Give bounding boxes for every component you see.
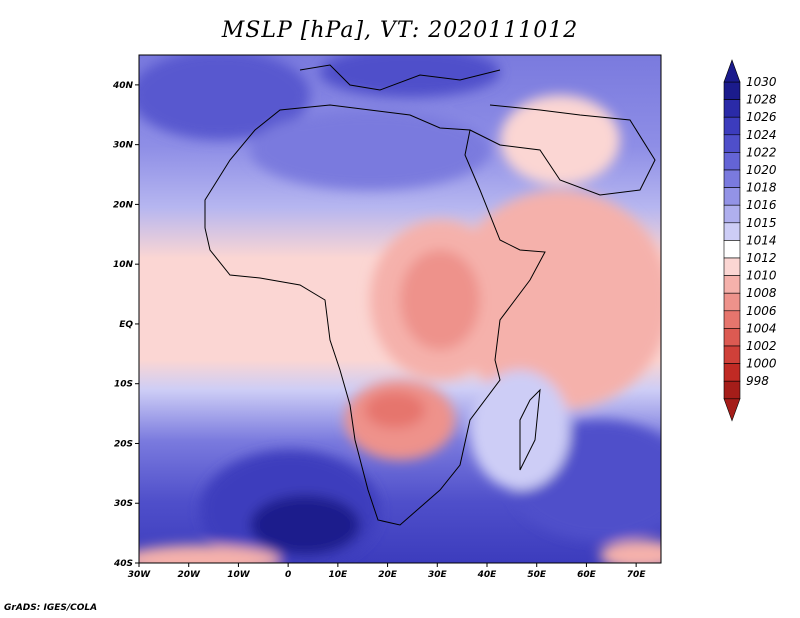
map-title: MSLP [hPa], VT: 2020111012 — [221, 18, 579, 43]
colorbar-swatch — [723, 222, 741, 241]
colorbar-label: 1030 — [746, 75, 777, 89]
x-tick-label: 30E — [428, 570, 448, 580]
colorbar-swatch — [723, 81, 741, 100]
colorbar-label: 1020 — [746, 163, 777, 177]
colorbar-swatch — [723, 345, 741, 364]
colorbar-label: 1008 — [746, 286, 777, 300]
x-tick-label: 20E — [378, 570, 398, 580]
colorbar-swatch — [723, 240, 741, 259]
colorbar-label: 1026 — [746, 110, 777, 124]
x-tick-label: 70E — [627, 570, 647, 580]
colorbar-label: 1004 — [746, 321, 777, 335]
colorbar-label: 1002 — [746, 339, 777, 353]
colorbar-swatch — [723, 292, 741, 312]
y-axis-ticks: 40N 30N 20N 10N EQ 10S 20S 30S 40S — [112, 81, 139, 569]
y-tick-label: 10S — [114, 380, 133, 390]
x-tick-label: 50E — [527, 570, 547, 580]
colorbar-bottom-arrow — [723, 398, 741, 422]
x-tick-label: 40E — [477, 570, 498, 580]
colorbar-label: 1018 — [746, 181, 777, 195]
x-tick-label: 0 — [285, 570, 291, 580]
colorbar-swatch — [723, 328, 741, 347]
colorbar-swatch — [723, 363, 741, 382]
y-tick-label: 30S — [114, 499, 133, 509]
colorbar-label: 1006 — [746, 304, 777, 318]
colorbar-top-arrow — [723, 59, 741, 83]
x-tick-label: 10W — [227, 570, 251, 580]
grads-credit: GrADS: IGES/COLA — [4, 603, 98, 613]
colorbar-swatch — [723, 169, 741, 188]
coastlines — [204, 64, 656, 526]
colorbar-swatch — [723, 116, 741, 136]
colorbar-label: 1028 — [746, 93, 777, 107]
y-tick-label: 10N — [113, 260, 134, 270]
colorbar-swatch — [723, 152, 741, 171]
colorbar-swatch — [723, 99, 741, 118]
pressure-field — [139, 55, 661, 563]
x-tick-label: 10E — [329, 570, 349, 580]
colorbar-label: 1024 — [746, 128, 777, 142]
colorbar-label: 1012 — [746, 251, 777, 265]
plot-frame — [138, 54, 662, 564]
colorbar-swatch — [723, 204, 741, 224]
colorbar-swatch — [723, 187, 741, 206]
y-tick-label: 40S — [113, 559, 133, 569]
y-tick-label: 40N — [112, 81, 134, 91]
colorbar: 1030 1028 1026 1024 1022 1020 1018 1016 1015 1014… — [723, 59, 777, 422]
colorbar-swatch — [723, 257, 741, 276]
x-tick-label: 20W — [177, 570, 201, 580]
colorbar-label: 1000 — [746, 357, 777, 371]
y-tick-label: 20N — [113, 200, 134, 210]
colorbar-swatch — [723, 310, 741, 329]
colorbar-swatch — [723, 275, 741, 294]
colorbar-swatch — [723, 134, 741, 153]
colorbar-label: 1015 — [746, 216, 777, 230]
x-axis-ticks: 30W 20W 10W 0 10E 20E 30E 40E 50E 60E 70E — [128, 563, 647, 580]
colorbar-label: 998 — [746, 374, 769, 388]
colorbar-label: 1016 — [746, 198, 777, 212]
colorbar-label: 1014 — [746, 233, 777, 247]
y-tick-label: EQ — [119, 320, 133, 330]
x-tick-label: 30W — [128, 570, 152, 580]
colorbar-label: 1010 — [746, 269, 777, 283]
colorbar-swatch — [723, 380, 741, 400]
x-tick-label: 60E — [577, 570, 597, 580]
colorbar-label: 1022 — [746, 145, 777, 159]
y-tick-label: 30N — [113, 141, 134, 151]
y-tick-label: 20S — [114, 439, 133, 449]
